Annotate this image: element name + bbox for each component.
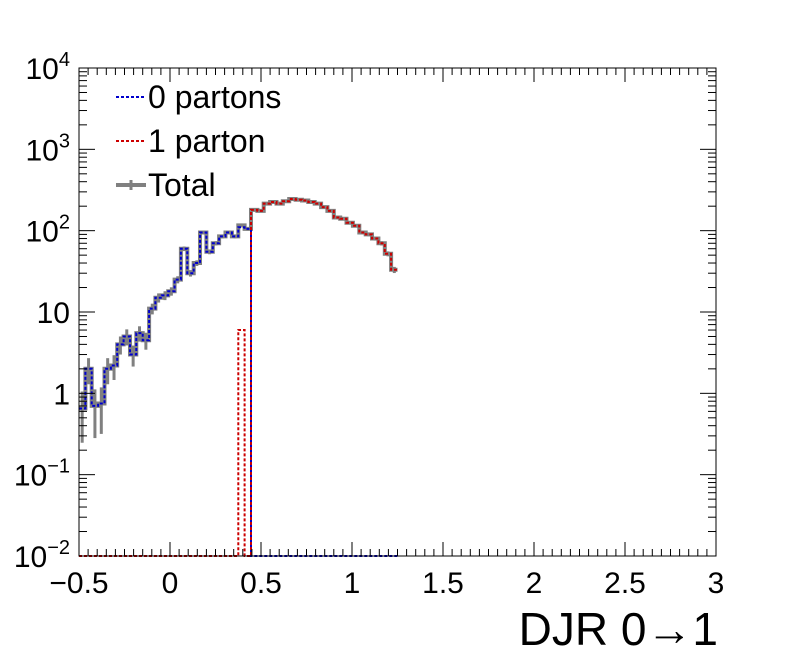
y-tick-label: 10−2	[14, 537, 70, 574]
x-tick-label: 2	[526, 567, 543, 600]
x-tick-label: 2.5	[604, 567, 646, 600]
x-tick-label: −0.5	[49, 567, 108, 600]
y-tick-label: 103	[26, 130, 71, 167]
legend-label: 0 partons	[148, 79, 281, 115]
x-axis-title: DJR 0→1	[519, 603, 718, 655]
y-tick-label: 10	[37, 297, 70, 330]
x-tick-label: 1.5	[422, 567, 464, 600]
legend-label: Total	[148, 167, 216, 203]
x-tick-label: 1	[344, 567, 361, 600]
legend: 0 partons 1 parton Total	[116, 79, 281, 203]
series-layer	[79, 197, 398, 557]
y-tick-label: 102	[26, 212, 71, 249]
series-line	[79, 198, 398, 557]
x-tick-label: 0.5	[240, 567, 282, 600]
axis-layer: −0.5 0 0.5 1 1.5 2 2.5 3 10−2 10−1 1 10 102 103 104	[14, 49, 725, 600]
x-tick-label: 3	[708, 567, 725, 600]
y-tick-label: 104	[26, 49, 71, 86]
x-tick-label: 0	[162, 567, 179, 600]
legend-label: 1 parton	[148, 123, 265, 159]
y-tick-label: 10−1	[14, 456, 70, 493]
series-line	[79, 226, 398, 557]
y-tick-label: 1	[53, 378, 70, 411]
